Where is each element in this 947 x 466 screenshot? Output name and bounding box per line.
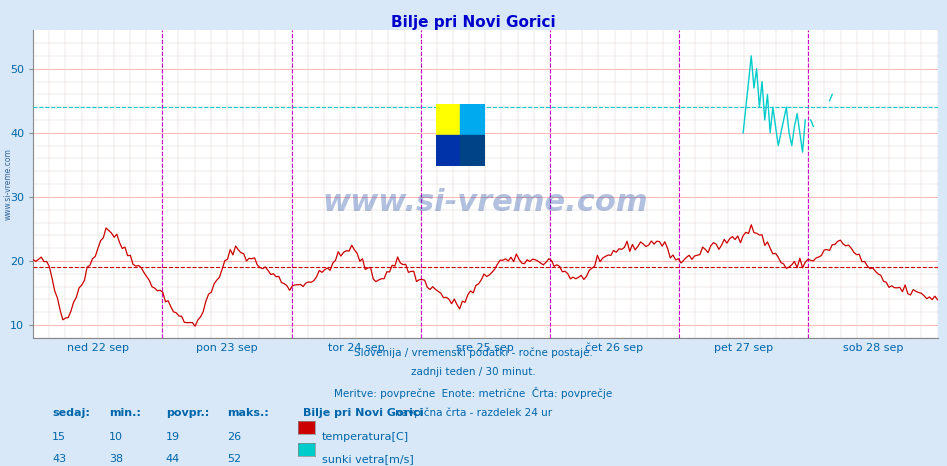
Text: zadnji teden / 30 minut.: zadnji teden / 30 minut.	[411, 367, 536, 377]
Text: 38: 38	[109, 454, 123, 464]
Text: povpr.:: povpr.:	[166, 408, 209, 418]
Text: 19: 19	[166, 432, 180, 442]
Text: sedaj:: sedaj:	[52, 408, 90, 418]
Text: Bilje pri Novi Gorici: Bilje pri Novi Gorici	[303, 408, 423, 418]
Text: navpična črta - razdelek 24 ur: navpična črta - razdelek 24 ur	[395, 407, 552, 418]
Text: 52: 52	[227, 454, 241, 464]
Text: Bilje pri Novi Gorici: Bilje pri Novi Gorici	[391, 15, 556, 30]
Text: sunki vetra[m/s]: sunki vetra[m/s]	[322, 454, 414, 464]
Text: 10: 10	[109, 432, 123, 442]
Text: Meritve: povprečne  Enote: metrične  Črta: povprečje: Meritve: povprečne Enote: metrične Črta:…	[334, 387, 613, 399]
Text: 43: 43	[52, 454, 66, 464]
Text: min.:: min.:	[109, 408, 141, 418]
Text: www.si-vreme.com: www.si-vreme.com	[4, 148, 12, 220]
Text: 15: 15	[52, 432, 66, 442]
Text: 26: 26	[227, 432, 241, 442]
Text: Slovenija / vremenski podatki - ročne postaje.: Slovenija / vremenski podatki - ročne po…	[354, 347, 593, 358]
Text: 44: 44	[166, 454, 180, 464]
Text: www.si-vreme.com: www.si-vreme.com	[323, 188, 648, 217]
Text: temperatura[C]: temperatura[C]	[322, 432, 409, 442]
Text: maks.:: maks.:	[227, 408, 269, 418]
